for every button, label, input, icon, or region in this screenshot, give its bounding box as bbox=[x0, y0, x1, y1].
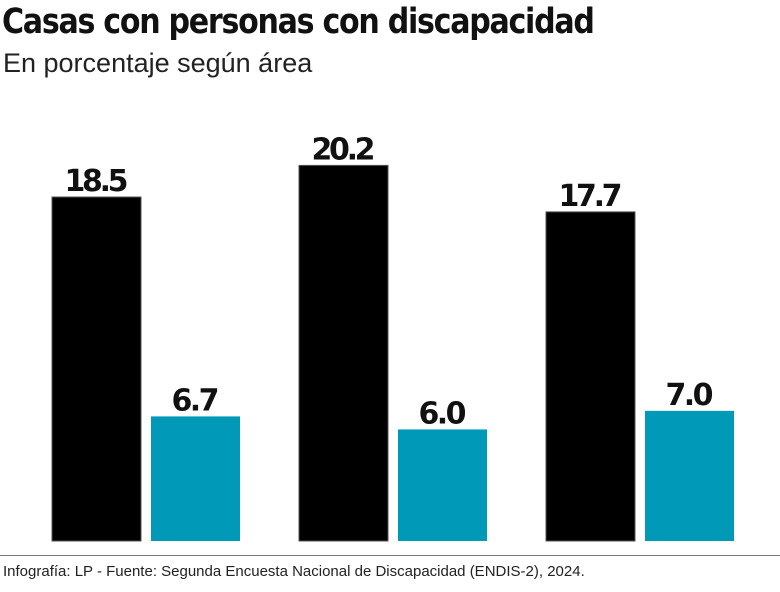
bar-2-2 bbox=[398, 429, 487, 541]
bar-1-3 bbox=[545, 211, 636, 542]
source-note: Infografía: LP - Fuente: Segunda Encuest… bbox=[3, 563, 585, 580]
data-label: 20.2 bbox=[312, 132, 376, 167]
data-label: 6.0 bbox=[419, 396, 467, 431]
divider bbox=[0, 555, 780, 556]
bar-2-3 bbox=[645, 410, 734, 541]
data-label: 18.5 bbox=[65, 164, 129, 199]
data-label: 7.0 bbox=[666, 378, 714, 413]
chart-title: Casas con personas con discapacidad bbox=[2, 2, 595, 42]
bar-1-2 bbox=[298, 164, 389, 542]
chart-subtitle: En porcentaje según área bbox=[3, 48, 313, 78]
data-label: 17.7 bbox=[559, 179, 623, 214]
bar-1-1 bbox=[51, 196, 142, 542]
bar-2-1 bbox=[151, 416, 240, 541]
data-label: 6.7 bbox=[172, 383, 220, 418]
